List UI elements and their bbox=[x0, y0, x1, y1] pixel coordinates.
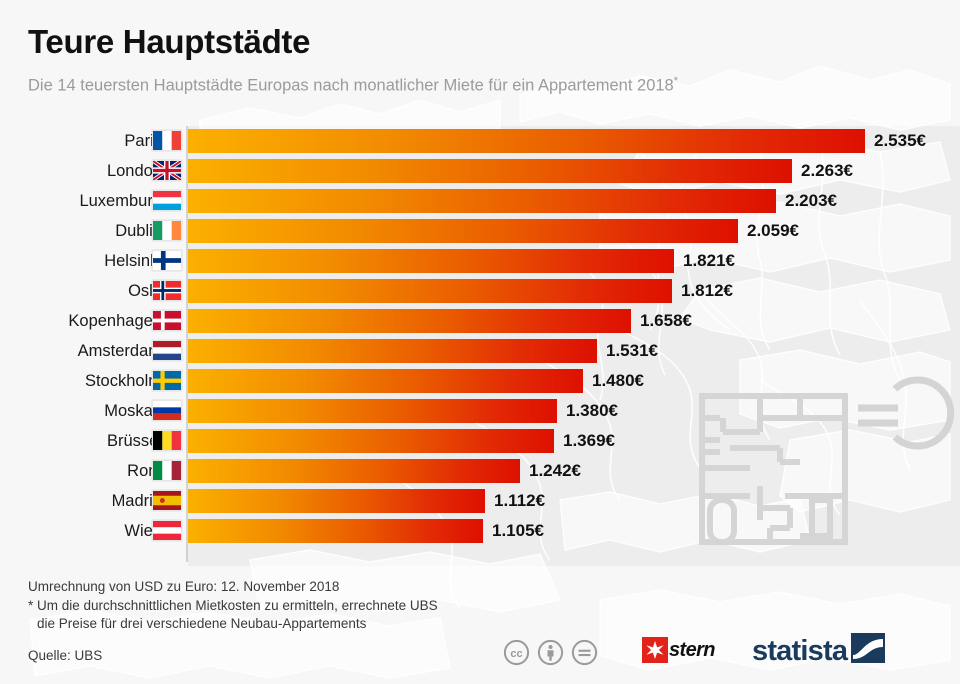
bar-value-label: 2.059€ bbox=[747, 221, 799, 240]
no-derivatives-icon bbox=[571, 639, 598, 666]
flag-icon-sweden bbox=[152, 370, 182, 391]
city-label: Rom bbox=[127, 462, 162, 480]
chart-row: Wien 1.105€ bbox=[0, 516, 960, 546]
footnote-method-line2: die Preise für drei verschiedene Neubau-… bbox=[37, 616, 367, 631]
star-icon bbox=[646, 641, 664, 659]
bar-value-label: 1.480€ bbox=[592, 371, 644, 390]
bar-value-label: 1.812€ bbox=[681, 281, 733, 300]
chart-axis-line bbox=[186, 126, 188, 562]
bar-value-label: 1.242€ bbox=[529, 461, 581, 480]
chart-row: Amsterdam 1.531€ bbox=[0, 336, 960, 366]
page-title: Teure Hauptstädte bbox=[28, 23, 311, 60]
city-label: Paris bbox=[124, 132, 162, 150]
flag-icon-italy bbox=[152, 460, 182, 481]
bar bbox=[188, 459, 520, 483]
chart-row: Brüssel 1.369€ bbox=[0, 426, 960, 456]
attribution-icon bbox=[537, 639, 564, 666]
statista-wave-mark bbox=[851, 633, 886, 668]
chart-row: Stockholm 1.480€ bbox=[0, 366, 960, 396]
chart-row: Oslo 1.812€ bbox=[0, 276, 960, 306]
bar-value-label: 1.112€ bbox=[494, 491, 546, 510]
chart-row: London 2.263€ bbox=[0, 156, 960, 186]
bar bbox=[188, 159, 792, 183]
flag-icon-spain bbox=[152, 490, 182, 511]
bar bbox=[188, 249, 674, 273]
source-label: Quelle: UBS bbox=[28, 648, 103, 663]
chart-row: Moskau 1.380€ bbox=[0, 396, 960, 426]
footnotes: Umrechnung von USD zu Euro: 12. November… bbox=[28, 578, 438, 634]
flag-icon-austria bbox=[152, 520, 182, 541]
bar-value-label: 1.105€ bbox=[492, 521, 544, 540]
bar-value-label: 1.658€ bbox=[640, 311, 692, 330]
stern-wordmark: stern bbox=[669, 638, 716, 661]
flag-icon-france bbox=[152, 130, 182, 151]
flag-icon-ireland bbox=[152, 220, 182, 241]
chart-row: Paris 2.535€ bbox=[0, 126, 960, 156]
bar-value-label: 1.369€ bbox=[563, 431, 615, 450]
flag-icon-netherlands bbox=[152, 340, 182, 361]
flag-icon-norway bbox=[152, 280, 182, 301]
city-label: Kopenhagen bbox=[68, 312, 162, 330]
bar bbox=[188, 339, 597, 363]
bar-value-label: 2.263€ bbox=[801, 161, 853, 180]
city-label: Helsinki bbox=[104, 252, 162, 270]
city-label: Moskau bbox=[104, 402, 162, 420]
stern-star-mark bbox=[642, 637, 668, 663]
footnote-conversion: Umrechnung von USD zu Euro: 12. November… bbox=[28, 579, 340, 594]
city-label: Madrid bbox=[111, 492, 162, 510]
bar-value-label: 2.535€ bbox=[874, 131, 926, 150]
creative-commons-license: cc bbox=[503, 639, 598, 666]
bar bbox=[188, 189, 776, 213]
city-label: London bbox=[106, 162, 162, 180]
city-label: Wien bbox=[124, 522, 162, 540]
statista-wordmark: statista bbox=[752, 634, 848, 667]
city-label: Luxemburg bbox=[79, 192, 162, 210]
bar bbox=[188, 129, 865, 153]
flag-icon-united-kingdom bbox=[152, 160, 182, 181]
creative-commons-icon: cc bbox=[503, 639, 530, 666]
bar bbox=[188, 219, 738, 243]
statista-logo: statista bbox=[752, 633, 886, 668]
subtitle-footnote-marker: * bbox=[673, 75, 679, 87]
city-label: Stockholm bbox=[84, 372, 162, 390]
city-label: Amsterdam bbox=[77, 342, 162, 360]
flag-icon-belgium bbox=[152, 430, 182, 451]
bar bbox=[188, 279, 672, 303]
bar bbox=[188, 369, 583, 393]
svg-text:cc: cc bbox=[510, 648, 522, 660]
chart-row: Dublin 2.059€ bbox=[0, 216, 960, 246]
chart-row: Helsinki 1.821€ bbox=[0, 246, 960, 276]
bar-value-label: 1.380€ bbox=[566, 401, 618, 420]
subtitle-text: Die 14 teuersten Hauptstädte Europas nac… bbox=[28, 76, 674, 95]
city-label: Oslo bbox=[128, 282, 162, 300]
flag-icon-finland bbox=[152, 250, 182, 271]
bar-value-label: 1.531€ bbox=[606, 341, 658, 360]
page-subtitle: Die 14 teuersten Hauptstädte Europas nac… bbox=[28, 69, 938, 98]
bar-value-label: 2.203€ bbox=[785, 191, 837, 210]
header: Teure Hauptstädte Die 14 teuersten Haupt… bbox=[28, 22, 938, 98]
bar-value-label: 1.821€ bbox=[683, 251, 735, 270]
stern-logo: stern bbox=[642, 637, 716, 663]
flag-icon-denmark bbox=[152, 310, 182, 331]
chart-row: Kopenhagen 1.658€ bbox=[0, 306, 960, 336]
bar bbox=[188, 309, 631, 333]
chart-row: Rom 1.242€ bbox=[0, 456, 960, 486]
bar-chart: Paris 2.535€ London 2.263€ Luxemburg 2.203€ Du… bbox=[0, 126, 960, 562]
bar bbox=[188, 519, 483, 543]
city-label: Dublin bbox=[115, 222, 162, 240]
flag-icon-russia bbox=[152, 400, 182, 421]
city-label: Brüssel bbox=[106, 432, 162, 450]
bar bbox=[188, 429, 554, 453]
flag-icon-luxembourg bbox=[152, 190, 182, 211]
wave-icon bbox=[851, 633, 886, 663]
chart-row: Luxemburg 2.203€ bbox=[0, 186, 960, 216]
bar bbox=[188, 489, 485, 513]
bar bbox=[188, 399, 557, 423]
chart-row: Madrid 1.112€ bbox=[0, 486, 960, 516]
footnote-method-line1: * Um die durchschnittlichen Mietkosten z… bbox=[28, 597, 438, 613]
